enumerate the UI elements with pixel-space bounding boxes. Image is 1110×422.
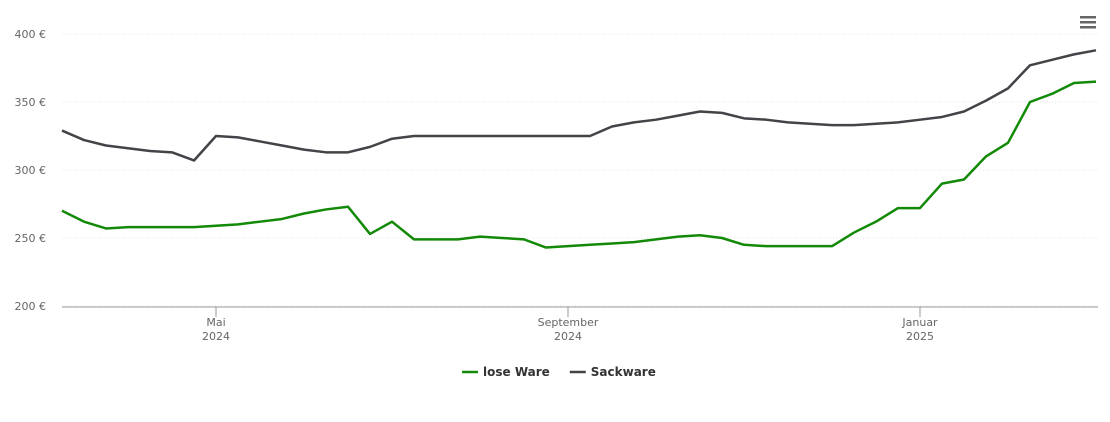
y-tick-label: 400 € [15, 28, 47, 41]
y-tick-label: 250 € [15, 232, 47, 245]
menu-bar [1080, 26, 1096, 29]
y-tick-label: 200 € [15, 300, 47, 313]
menu-bar [1080, 21, 1096, 24]
y-tick-label: 350 € [15, 96, 47, 109]
x-tick-label: Mai 2024 [202, 316, 230, 343]
line-series [61, 49, 1097, 162]
line-series [61, 80, 1097, 249]
legend: lose Ware Sackware [462, 365, 656, 379]
x-tick-label: September 2024 [538, 316, 599, 343]
legend-label: Sackware [591, 365, 656, 379]
menu-icon[interactable] [1080, 16, 1096, 29]
x-tick-label: Januar 2025 [901, 316, 938, 343]
menu-bar [1080, 16, 1096, 19]
y-tick-label: 300 € [15, 164, 47, 177]
legend-label: lose Ware [483, 365, 550, 379]
